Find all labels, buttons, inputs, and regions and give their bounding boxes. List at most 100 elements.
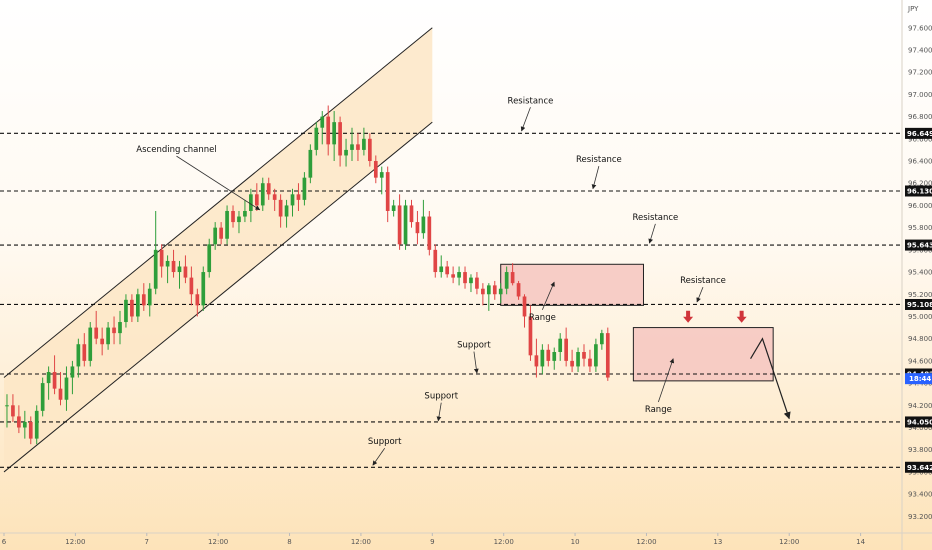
candle-up xyxy=(237,216,241,223)
annotation-pointer xyxy=(176,155,261,211)
price-level-badge xyxy=(905,416,932,428)
candle-up xyxy=(76,344,81,367)
price-level-badge xyxy=(905,127,932,139)
candle-up xyxy=(469,277,473,284)
current-price-badge-label: 18:44 xyxy=(909,375,931,383)
candle-down xyxy=(231,210,235,223)
candle-down xyxy=(52,371,57,389)
candle-up xyxy=(201,272,206,306)
y-tick-label: 96.600 xyxy=(908,135,932,143)
candle-up xyxy=(260,183,265,206)
candle-up xyxy=(314,127,319,150)
candle-down xyxy=(433,249,438,273)
price-level-badge xyxy=(905,298,932,310)
price-level-badge-label: 95.108 xyxy=(907,301,932,309)
x-tick-label: 12:00 xyxy=(351,538,371,546)
candle-down xyxy=(296,194,301,200)
candle-up xyxy=(136,294,140,317)
candle-down xyxy=(130,299,134,317)
annotation-label: Range xyxy=(529,313,556,323)
candle-up xyxy=(147,288,152,306)
candle-up xyxy=(34,410,39,439)
candle-up xyxy=(249,194,253,211)
candle-up xyxy=(243,210,247,217)
candle-up xyxy=(22,421,27,428)
candle-down xyxy=(266,183,271,195)
candle-down xyxy=(546,349,551,361)
x-tick-label: 6 xyxy=(2,538,7,546)
annotation-pointer xyxy=(696,287,704,303)
candle-up xyxy=(421,216,426,234)
y-tick-label: 96.200 xyxy=(908,180,932,188)
candle-down xyxy=(141,294,146,306)
x-tick-label: 12:00 xyxy=(494,538,514,546)
candle-up xyxy=(498,288,503,295)
channel-upper-line xyxy=(3,27,433,378)
y-tick-label: 93.400 xyxy=(908,491,932,499)
candle-up xyxy=(308,149,313,178)
candle-up xyxy=(284,205,289,217)
annotation-label: Resistance xyxy=(576,155,622,165)
x-tick-label: 12:00 xyxy=(779,538,799,546)
x-tick-label: 14 xyxy=(856,538,865,546)
candle-up xyxy=(88,327,93,361)
y-tick-label: 97.200 xyxy=(908,69,932,77)
candle-down xyxy=(28,421,33,439)
annotation-label: Support xyxy=(457,341,491,351)
candle-down xyxy=(159,249,164,267)
candle-up xyxy=(576,352,580,367)
candle-down xyxy=(564,338,568,361)
candle-down xyxy=(528,316,533,356)
candle-down xyxy=(189,277,194,295)
projection-path xyxy=(750,337,791,420)
annotation-label: Support xyxy=(424,392,458,402)
y-tick-label: 97.600 xyxy=(908,24,932,32)
candle-down xyxy=(451,274,455,278)
candle-up xyxy=(70,366,75,378)
candle-up xyxy=(320,116,325,128)
price-level-badge-label: 95.643 xyxy=(907,242,932,250)
candle-down xyxy=(415,222,420,234)
y-tick-label: 96.800 xyxy=(908,113,932,121)
y-tick-label: 94.200 xyxy=(908,402,932,410)
candle-up xyxy=(486,285,491,295)
candle-down xyxy=(11,405,15,417)
channel-lower-line xyxy=(3,121,433,473)
price-level-badge-label: 96.649 xyxy=(907,130,932,138)
candle-down xyxy=(171,260,176,273)
annotation-pointer xyxy=(520,107,531,132)
candle-down xyxy=(254,194,259,206)
channel-fill xyxy=(4,27,433,472)
candle-down xyxy=(588,358,592,367)
x-tick-label: 12:00 xyxy=(208,538,228,546)
range-box-1 xyxy=(500,263,644,306)
currency-label: JPY xyxy=(907,5,919,13)
candle-up xyxy=(558,338,563,353)
candle-down xyxy=(373,161,378,178)
x-tick-label: 12:00 xyxy=(636,538,656,546)
y-tick-label: 93.200 xyxy=(908,513,932,521)
y-tick-label: 95.000 xyxy=(908,313,932,321)
y-tick-label: 96.400 xyxy=(908,158,932,166)
candle-up xyxy=(118,322,122,334)
candle-up xyxy=(332,122,336,145)
candle-down xyxy=(475,277,479,289)
annotation-label: Ascending channel xyxy=(136,145,216,155)
candle-down xyxy=(516,283,521,297)
x-tick-label: 13 xyxy=(713,538,722,546)
candle-up xyxy=(457,272,461,278)
current-price-badge xyxy=(905,373,932,385)
marker-down-arrow xyxy=(683,310,694,323)
candle-down xyxy=(356,144,360,150)
candle-down xyxy=(522,296,527,317)
annotation-pointer xyxy=(657,358,675,403)
y-tick-label: 96.000 xyxy=(908,202,932,210)
candle-down xyxy=(219,227,223,239)
y-tick-label: 95.200 xyxy=(908,291,932,299)
candle-down xyxy=(385,172,390,211)
range-box-2 xyxy=(632,327,774,382)
annotation-label: Support xyxy=(368,437,402,447)
candle-down xyxy=(492,285,497,295)
candle-up xyxy=(362,138,366,150)
y-tick-label: 97.000 xyxy=(908,91,932,99)
